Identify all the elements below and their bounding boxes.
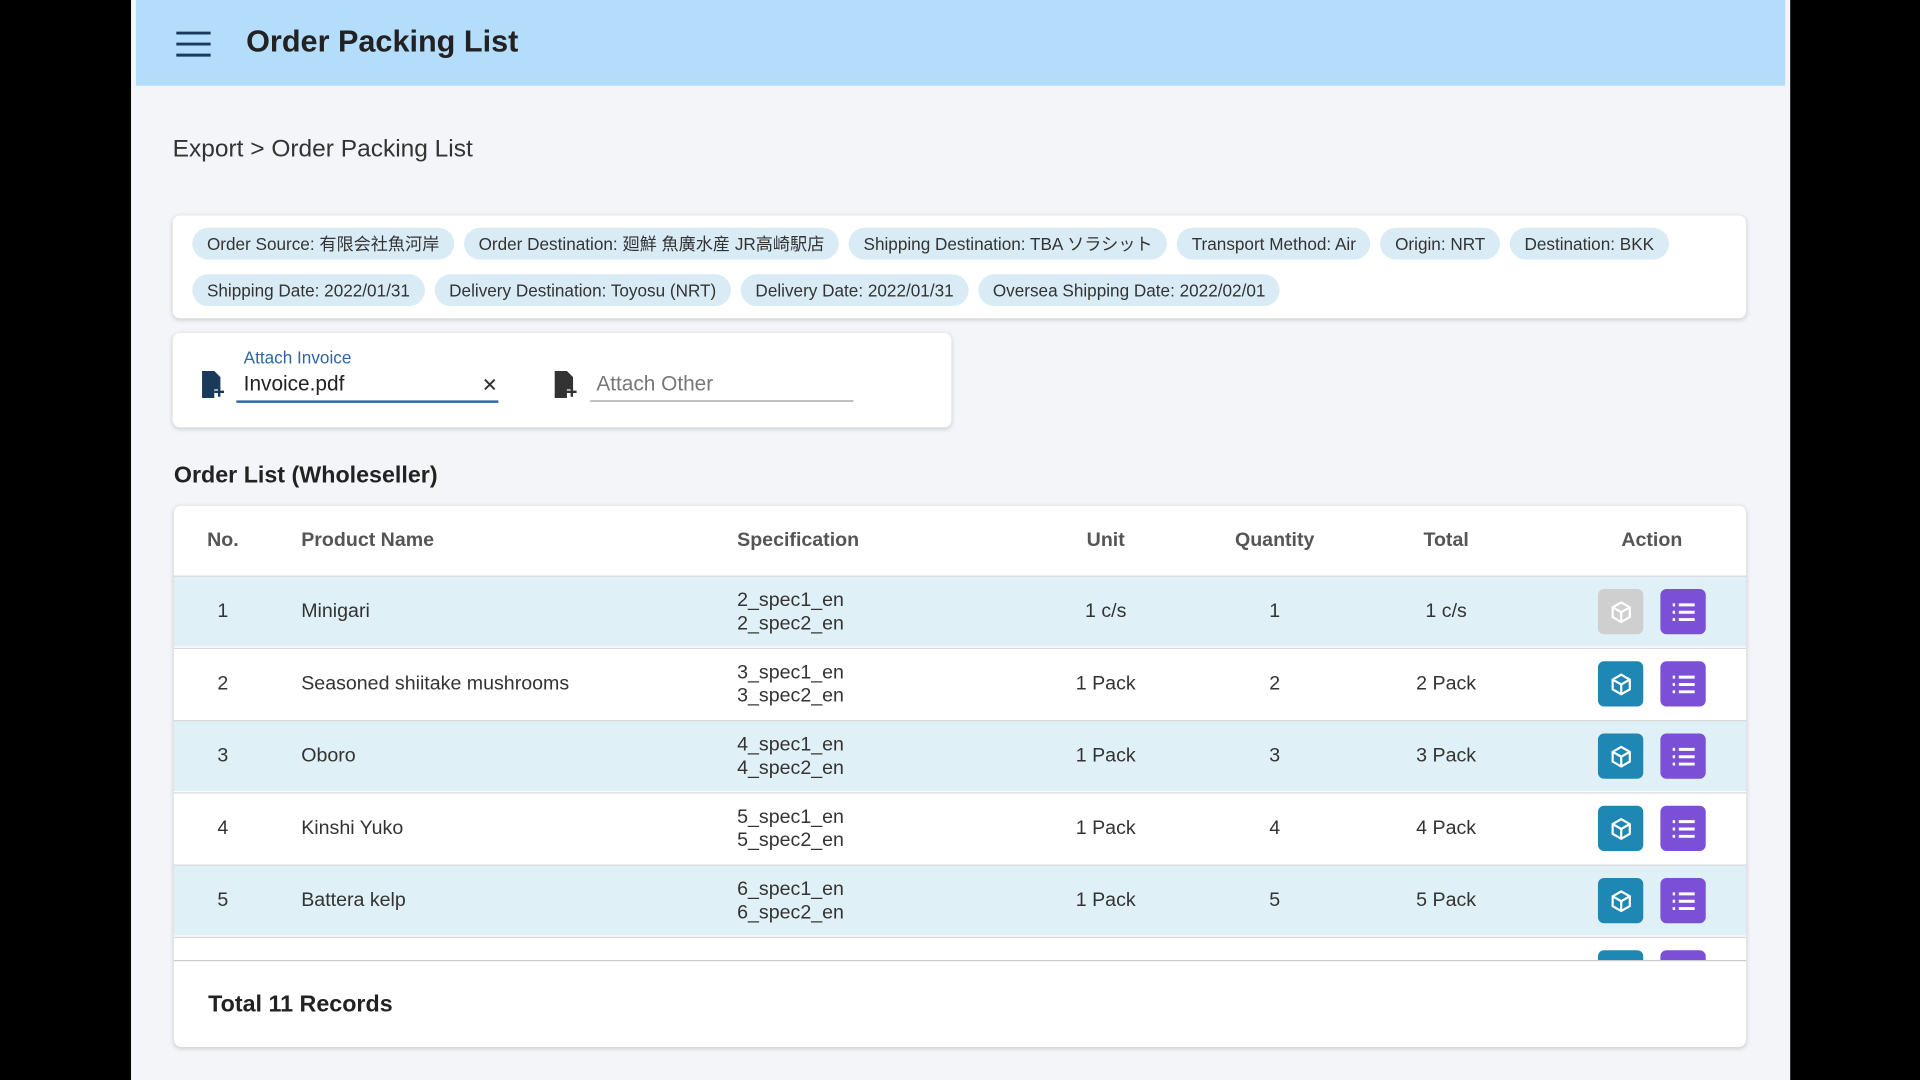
unit-cell: 1 Pack	[1076, 649, 1136, 719]
unit-cell: 1 Pack	[1076, 866, 1136, 936]
table-header: No. Product Name Specification Unit Quantity…	[174, 506, 1746, 576]
spec-line: 2_spec2_en	[737, 612, 844, 635]
file-icon	[552, 370, 576, 399]
breadcrumb[interactable]: Export > Order Packing List	[173, 136, 473, 164]
field-label: Attach Invoice	[244, 348, 352, 368]
detail-button[interactable]	[1660, 878, 1705, 923]
info-chip: Destination: BKK	[1510, 228, 1669, 260]
divider	[174, 960, 1746, 961]
detail-button[interactable]	[1660, 661, 1705, 706]
table-row: 5 Battera kelp 6_spec1_en6_spec2_en 1 Pack 5…	[174, 864, 1746, 935]
clear-button[interactable]	[484, 378, 496, 390]
table-row: 2 Seasoned shiitake mushrooms 3_spec1_en3_…	[174, 648, 1746, 719]
pack-button[interactable]	[1598, 950, 1643, 960]
invoice-input[interactable]: Invoice.pdf	[244, 372, 345, 396]
attach-card: Attach Invoice Invoice.pdf Attach Other	[173, 333, 952, 427]
column-header: Quantity	[1235, 506, 1314, 576]
detail-button[interactable]	[1660, 733, 1705, 778]
info-chip: Delivery Date: 2022/01/31	[741, 274, 969, 306]
total-cell: 2 Pack	[1416, 649, 1476, 719]
spec-line: 3_spec1_en	[737, 661, 844, 684]
pack-button[interactable]	[1598, 878, 1643, 923]
file-icon	[200, 370, 224, 399]
no-cell: 4	[217, 793, 228, 863]
column-header: Specification	[737, 506, 859, 576]
pack-button[interactable]	[1598, 589, 1643, 634]
info-chip: Shipping Date: 2022/01/31	[192, 274, 424, 306]
spec-line: 3_spec2_en	[737, 684, 844, 707]
spec-line: 6_spec1_en	[737, 877, 844, 900]
input-underline	[236, 400, 498, 402]
quantity-cell: 4	[1269, 793, 1280, 863]
quantity-cell: 2	[1269, 649, 1280, 719]
name-cell: Kinshi Yuko	[301, 793, 403, 863]
quantity-cell: 5	[1269, 866, 1280, 936]
record-count: Total 11 Records	[208, 992, 392, 1019]
table-row: 4 Kinshi Yuko 5_spec1_en5_spec2_en 1 Pack 4 4…	[174, 792, 1746, 863]
no-cell: 3	[217, 721, 228, 791]
unit-cell: 1 Pack	[1076, 793, 1136, 863]
detail-button[interactable]	[1660, 589, 1705, 634]
column-header: Action	[1621, 506, 1682, 576]
total-cell: 4 Pack	[1416, 793, 1476, 863]
other-input[interactable]: Attach Other	[596, 372, 713, 396]
info-chip: Oversea Shipping Date: 2022/02/01	[978, 274, 1280, 306]
section-title: Order List (Wholeseller)	[174, 463, 438, 490]
total-cell: 3 Pack	[1416, 721, 1476, 791]
total-cell: 5 Pack	[1416, 866, 1476, 936]
table-row: 3 Oboro 4_spec1_en4_spec2_en 1 Pack 3 3 Pack	[174, 720, 1746, 791]
info-chip: Origin: NRT	[1380, 228, 1500, 260]
column-header: Unit	[1087, 506, 1125, 576]
detail-button[interactable]	[1660, 806, 1705, 851]
info-chip: Order Source: 有限会社魚河岸	[192, 228, 454, 260]
no-cell: 5	[217, 866, 228, 936]
spec-line: 6_spec2_en	[737, 901, 844, 924]
name-cell: Minigari	[301, 577, 370, 647]
name-cell: Seasoned shiitake mushrooms	[301, 649, 569, 719]
column-header: Total	[1423, 506, 1468, 576]
quantity-cell: 1	[1269, 577, 1280, 647]
table-row: 1 Minigari 2_spec1_en2_spec2_en 1 c/s 1 1 c/s	[174, 576, 1746, 647]
quantity-cell: 3	[1269, 721, 1280, 791]
info-card: Order Source: 有限会社魚河岸 Order Destination: …	[173, 216, 1746, 319]
table-row: 7_spec1_en	[174, 937, 1746, 960]
pack-button[interactable]	[1598, 661, 1643, 706]
name-cell: Oboro	[301, 721, 355, 791]
spec-cell: 7_spec1_en	[737, 938, 844, 960]
spec-line: 2_spec1_en	[737, 588, 844, 611]
app: Order Packing List Export > Order Packin…	[131, 0, 1790, 1080]
table-body: 1 Minigari 2_spec1_en2_spec2_en 1 c/s 1 1 c/s…	[174, 576, 1746, 960]
pack-button[interactable]	[1598, 733, 1643, 778]
info-chip: Shipping Destination: TBA ソラシット	[849, 228, 1167, 260]
spec-cell: 4_spec1_en4_spec2_en	[737, 721, 844, 791]
info-chip: Delivery Destination: Toyosu (NRT)	[434, 274, 730, 306]
info-chip: Order Destination: 廻鮮 魚廣水産 JR高崎駅店	[464, 228, 839, 260]
info-chip: Transport Method: Air	[1177, 228, 1371, 260]
spec-line: 4_spec2_en	[737, 756, 844, 779]
pack-button[interactable]	[1598, 806, 1643, 851]
name-cell: Battera kelp	[301, 866, 406, 936]
page-title: Order Packing List	[246, 24, 518, 60]
unit-cell: 1 c/s	[1085, 577, 1126, 647]
spec-cell: 6_spec1_en6_spec2_en	[737, 866, 844, 936]
spec-line: 4_spec1_en	[737, 733, 844, 756]
spec-cell: 5_spec1_en5_spec2_en	[737, 793, 844, 863]
no-cell: 2	[217, 649, 228, 719]
order-table: No. Product Name Specification Unit Quantity…	[174, 506, 1746, 1047]
spec-line: 5_spec1_en	[737, 805, 844, 828]
column-header: Product Name	[301, 506, 434, 576]
unit-cell: 1 Pack	[1076, 721, 1136, 791]
app-bar: Order Packing List	[136, 0, 1785, 86]
detail-button[interactable]	[1660, 950, 1705, 960]
spec-line: 5_spec2_en	[737, 828, 844, 851]
input-underline	[590, 400, 853, 401]
total-cell: 1 c/s	[1425, 577, 1466, 647]
no-cell: 1	[217, 577, 228, 647]
spec-cell: 3_spec1_en3_spec2_en	[737, 649, 844, 719]
menu-button[interactable]	[175, 29, 212, 58]
column-header: No.	[207, 506, 239, 576]
spec-cell: 2_spec1_en2_spec2_en	[737, 577, 844, 647]
